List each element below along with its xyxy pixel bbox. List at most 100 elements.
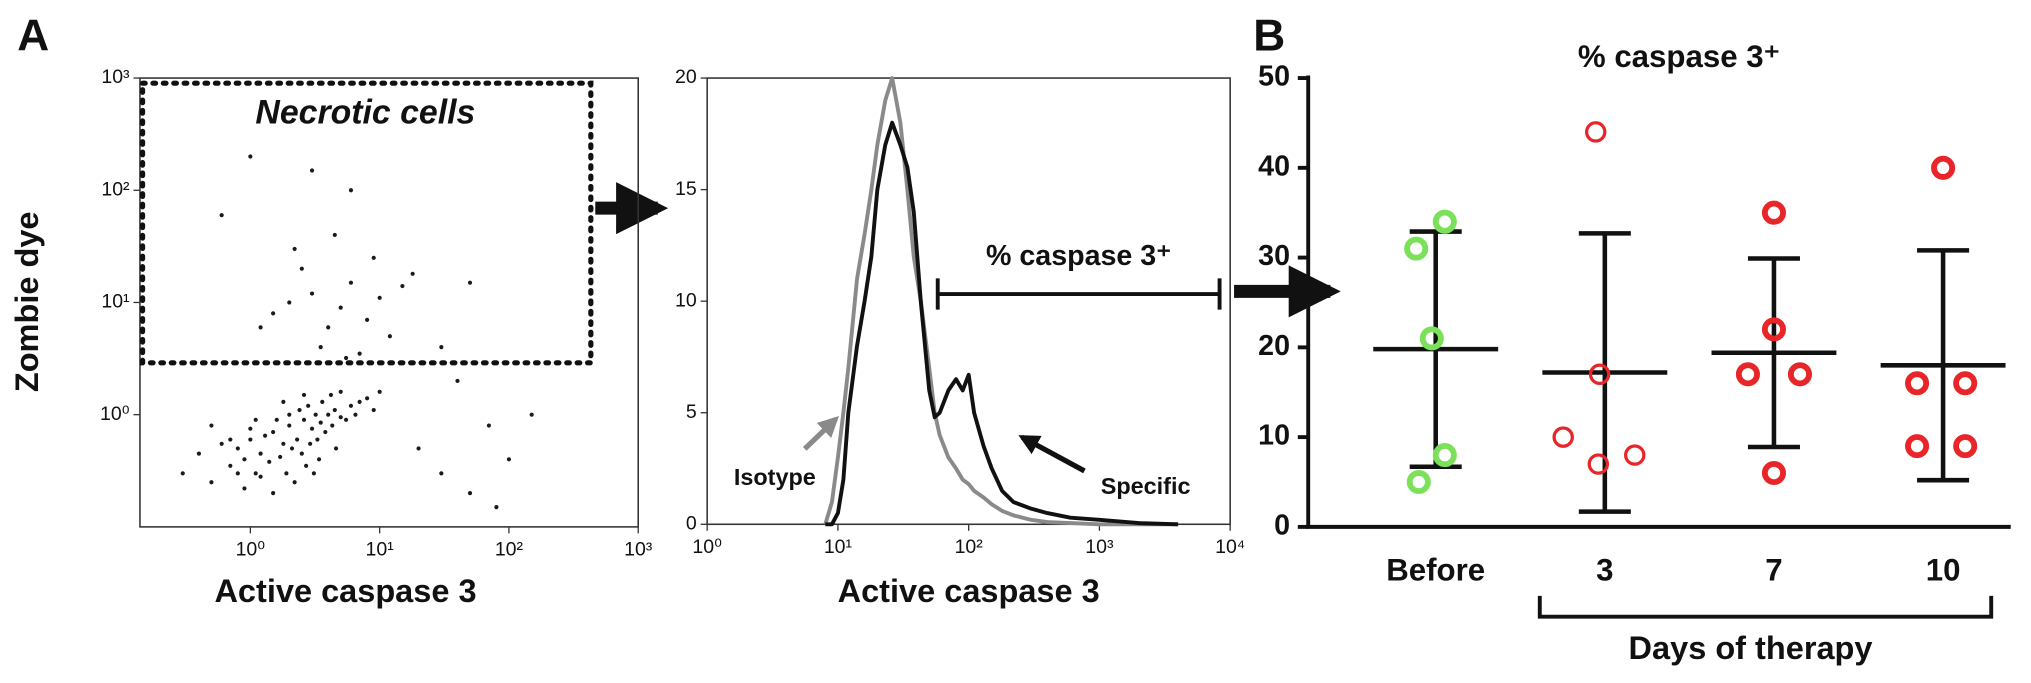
- point: [258, 451, 263, 456]
- point: [387, 334, 392, 339]
- point: [304, 463, 309, 468]
- point: [258, 325, 263, 330]
- panel-label: A: [17, 12, 49, 61]
- bracket: [1537, 595, 1994, 619]
- point: [297, 407, 302, 413]
- x-tick-label: 10²: [495, 538, 524, 560]
- point: [287, 412, 292, 417]
- y-tick-label: 15: [675, 178, 697, 200]
- point: [320, 399, 325, 404]
- point: [284, 471, 289, 476]
- plot-frame: [139, 77, 640, 528]
- point: [343, 417, 349, 422]
- point: [292, 246, 297, 252]
- point: [377, 389, 382, 394]
- point: [301, 392, 307, 398]
- point: [313, 412, 318, 417]
- x-tick-label: 3: [1596, 553, 1613, 588]
- point: [271, 491, 276, 496]
- point: [326, 325, 331, 330]
- point: [248, 154, 253, 159]
- point: [267, 459, 272, 464]
- x-tick-label: 10⁰: [692, 536, 722, 558]
- y-tick-label: 5: [686, 401, 697, 423]
- point: [332, 232, 337, 237]
- point: [338, 305, 343, 310]
- y-tick-label: 10³: [101, 66, 130, 88]
- point: [253, 471, 258, 476]
- x-tick-label: 10¹: [824, 536, 853, 558]
- point: [271, 311, 276, 316]
- point: [308, 441, 313, 446]
- chart-title: % caspase 3⁺: [1578, 39, 1780, 74]
- point: [506, 457, 512, 462]
- point: [253, 417, 258, 422]
- point: [328, 392, 334, 398]
- point: [242, 457, 247, 462]
- point: [281, 441, 286, 446]
- point: [1432, 443, 1457, 468]
- y-tick-label: 10: [675, 289, 697, 311]
- y-tick-label: 10: [1258, 420, 1290, 452]
- point: [248, 426, 253, 431]
- point: [1905, 434, 1930, 459]
- point: [258, 474, 263, 479]
- point: [332, 407, 337, 413]
- gate-label: Necrotic cells: [255, 93, 475, 131]
- point: [357, 351, 362, 356]
- point: [348, 280, 354, 285]
- point: [316, 457, 322, 462]
- point: [278, 454, 283, 460]
- point: [365, 317, 370, 322]
- point: [338, 415, 343, 420]
- x-tick-label: 10¹: [366, 538, 395, 560]
- point: [330, 423, 335, 428]
- histogram-line: [823, 76, 1179, 527]
- point: [228, 463, 233, 468]
- point: [1587, 453, 1610, 475]
- point: [1761, 317, 1786, 342]
- point: [228, 437, 233, 442]
- point: [455, 378, 460, 383]
- x-tick-label: 10³: [1085, 536, 1114, 558]
- x-tick-label: 10⁴: [1215, 536, 1245, 558]
- point: [353, 412, 358, 417]
- point: [410, 271, 415, 276]
- point: [494, 505, 499, 510]
- point: [1905, 371, 1930, 396]
- point: [400, 283, 405, 289]
- point: [292, 480, 297, 485]
- point: [333, 446, 339, 451]
- point: [295, 437, 300, 442]
- gate-label: % caspase 3⁺: [986, 240, 1171, 272]
- point: [1761, 460, 1786, 486]
- point: [309, 168, 315, 173]
- point: [416, 446, 421, 451]
- point: [343, 355, 349, 361]
- point: [439, 345, 444, 350]
- panel-label: B: [1253, 12, 1285, 61]
- point: [289, 446, 295, 451]
- x-tick-label: 10⁰: [236, 538, 266, 560]
- y-tick-label: 40: [1258, 150, 1290, 182]
- point: [1584, 121, 1607, 143]
- point: [315, 437, 320, 442]
- x-tick-label: Before: [1386, 553, 1485, 588]
- x-axis-label: Active caspase 3: [214, 573, 476, 609]
- plot-frame: [706, 77, 1231, 526]
- point: [326, 412, 331, 417]
- point: [1419, 326, 1444, 351]
- point: [357, 399, 362, 404]
- arrow: [802, 416, 839, 451]
- point: [371, 255, 376, 260]
- y-axis-label: Zombie dye: [9, 211, 45, 392]
- point: [281, 399, 286, 404]
- point: [365, 396, 370, 401]
- point: [299, 451, 304, 456]
- point: [180, 471, 185, 476]
- point: [1953, 371, 1978, 396]
- series-label: Isotype: [734, 464, 816, 490]
- point: [248, 437, 253, 442]
